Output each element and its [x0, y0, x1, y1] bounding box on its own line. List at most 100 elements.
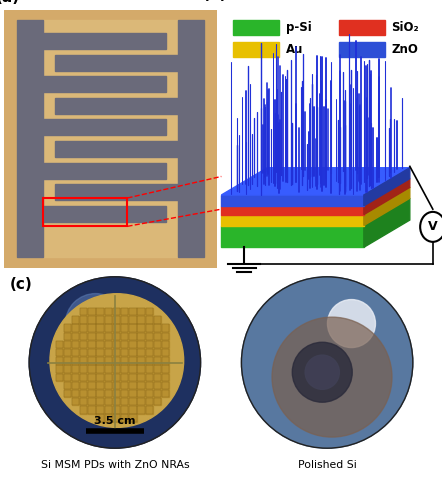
- Bar: [137, 349, 145, 356]
- Bar: [162, 382, 169, 389]
- Bar: [72, 316, 79, 324]
- Text: SiO₂: SiO₂: [392, 21, 419, 34]
- Text: Polished Si: Polished Si: [298, 460, 357, 470]
- Bar: [105, 324, 112, 332]
- Bar: [72, 349, 79, 356]
- Circle shape: [305, 355, 339, 390]
- Bar: [80, 366, 88, 372]
- Bar: [137, 390, 145, 398]
- Bar: [145, 332, 153, 340]
- Bar: [339, 42, 385, 56]
- Bar: [80, 382, 88, 389]
- Bar: [137, 357, 145, 364]
- Bar: [56, 357, 63, 364]
- Bar: [113, 341, 120, 348]
- Bar: [88, 398, 95, 406]
- Bar: [105, 324, 112, 332]
- Bar: [154, 316, 161, 324]
- Bar: [64, 382, 71, 389]
- Bar: [96, 324, 104, 332]
- Bar: [96, 316, 104, 324]
- Bar: [121, 374, 128, 381]
- Bar: [88, 341, 95, 348]
- Bar: [80, 374, 88, 381]
- Bar: [80, 406, 88, 414]
- Bar: [137, 357, 145, 364]
- Bar: [154, 357, 161, 364]
- Bar: [80, 324, 88, 332]
- Bar: [64, 357, 71, 364]
- Bar: [88, 316, 95, 324]
- Bar: [105, 341, 112, 348]
- Bar: [105, 382, 112, 389]
- Bar: [162, 390, 169, 398]
- Bar: [88, 308, 95, 316]
- Bar: [72, 357, 79, 364]
- Bar: [145, 390, 153, 398]
- Bar: [145, 398, 153, 406]
- Bar: [42, 76, 166, 92]
- Bar: [17, 20, 204, 257]
- Circle shape: [65, 294, 126, 354]
- Bar: [145, 374, 153, 381]
- Bar: [113, 357, 120, 364]
- Bar: [137, 332, 145, 340]
- Bar: [162, 349, 169, 356]
- Bar: [145, 341, 153, 348]
- Bar: [113, 316, 120, 324]
- Bar: [129, 390, 137, 398]
- Bar: [55, 98, 179, 114]
- Bar: [96, 366, 104, 372]
- Bar: [64, 366, 71, 372]
- Bar: [145, 324, 153, 332]
- Bar: [64, 390, 71, 398]
- Bar: [72, 316, 79, 324]
- Bar: [162, 366, 169, 372]
- Bar: [145, 308, 153, 316]
- Bar: [105, 357, 112, 364]
- Bar: [96, 316, 104, 324]
- Bar: [113, 308, 120, 316]
- Bar: [96, 308, 104, 316]
- Circle shape: [29, 277, 201, 448]
- Bar: [88, 308, 95, 316]
- Bar: [137, 406, 145, 414]
- Bar: [56, 374, 63, 381]
- Bar: [137, 341, 145, 348]
- Text: Au: Au: [286, 42, 303, 56]
- Bar: [113, 382, 120, 389]
- Bar: [96, 332, 104, 340]
- Bar: [88, 406, 95, 414]
- Bar: [72, 332, 79, 340]
- Bar: [72, 374, 79, 381]
- Bar: [72, 349, 79, 356]
- Bar: [64, 332, 71, 340]
- Circle shape: [272, 317, 392, 437]
- Bar: [137, 316, 145, 324]
- Bar: [145, 332, 153, 340]
- Bar: [88, 332, 95, 340]
- Polygon shape: [221, 188, 410, 214]
- Text: (a): (a): [0, 0, 20, 5]
- Bar: [64, 324, 71, 332]
- Bar: [137, 406, 145, 414]
- Bar: [96, 382, 104, 389]
- Bar: [80, 332, 88, 340]
- Bar: [154, 316, 161, 324]
- Bar: [145, 316, 153, 324]
- Bar: [129, 414, 137, 422]
- Bar: [96, 357, 104, 364]
- Bar: [105, 374, 112, 381]
- Bar: [105, 382, 112, 389]
- Bar: [80, 382, 88, 389]
- Bar: [64, 349, 71, 356]
- Bar: [80, 406, 88, 414]
- Bar: [96, 414, 104, 422]
- Bar: [56, 341, 63, 348]
- Bar: [129, 406, 137, 414]
- Bar: [145, 349, 153, 356]
- Bar: [72, 366, 79, 372]
- Bar: [129, 316, 137, 324]
- Bar: [154, 374, 161, 381]
- Bar: [88, 382, 95, 389]
